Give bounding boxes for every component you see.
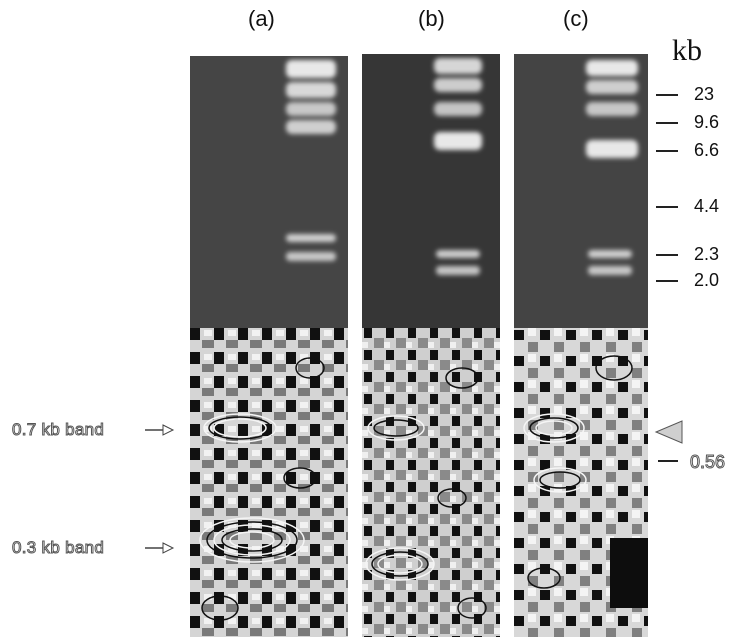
contour-image-c bbox=[514, 328, 648, 637]
marker-tick bbox=[656, 206, 678, 208]
marker-tick bbox=[656, 254, 678, 256]
arrow-right-icon bbox=[145, 424, 175, 436]
lane-label-b: (b) bbox=[418, 6, 445, 31]
marker-label: 4.4 bbox=[694, 196, 720, 216]
gel-image-b bbox=[362, 54, 500, 328]
marker-label: 6.6 bbox=[694, 140, 720, 160]
gel-image-a bbox=[190, 56, 348, 328]
marker-label: 2.0 bbox=[694, 270, 720, 290]
contour-image-a bbox=[190, 328, 348, 637]
band-note-0-3kb: 0.3 kb band bbox=[11, 538, 105, 558]
contour-image-c-svg bbox=[514, 328, 648, 637]
marker-tick bbox=[658, 460, 678, 462]
marker-label: 2.3 bbox=[694, 244, 720, 264]
marker-tick bbox=[656, 150, 678, 152]
marker-label: 23 bbox=[694, 84, 715, 104]
contour-image-a-svg bbox=[190, 328, 348, 637]
gel-image-a-svg bbox=[190, 56, 348, 328]
arrow-right-icon bbox=[145, 542, 175, 554]
marker-label: 0.56 bbox=[689, 452, 726, 473]
lane-label-a: (a) bbox=[248, 6, 275, 31]
gel-image-c bbox=[514, 54, 648, 328]
contour-image-b bbox=[362, 328, 500, 637]
band-note-0-7kb: 0.7 kb band bbox=[11, 420, 105, 440]
marker-tick bbox=[656, 122, 678, 124]
gel-image-b-svg bbox=[362, 54, 500, 328]
gel-image-c-svg bbox=[514, 54, 648, 328]
contour-image-b-svg bbox=[362, 328, 500, 637]
marker-tick bbox=[656, 280, 678, 282]
marker-label: 9.6 bbox=[694, 112, 720, 132]
marker-tick bbox=[656, 94, 678, 96]
kb-unit-label: kb bbox=[672, 34, 702, 67]
triangle-pointer-icon bbox=[654, 420, 683, 444]
lane-label-c: (c) bbox=[563, 6, 589, 31]
